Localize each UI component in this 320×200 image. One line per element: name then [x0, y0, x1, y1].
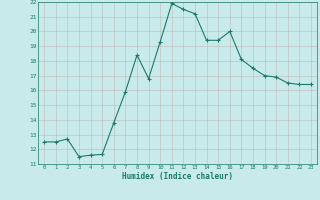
X-axis label: Humidex (Indice chaleur): Humidex (Indice chaleur)	[122, 172, 233, 181]
